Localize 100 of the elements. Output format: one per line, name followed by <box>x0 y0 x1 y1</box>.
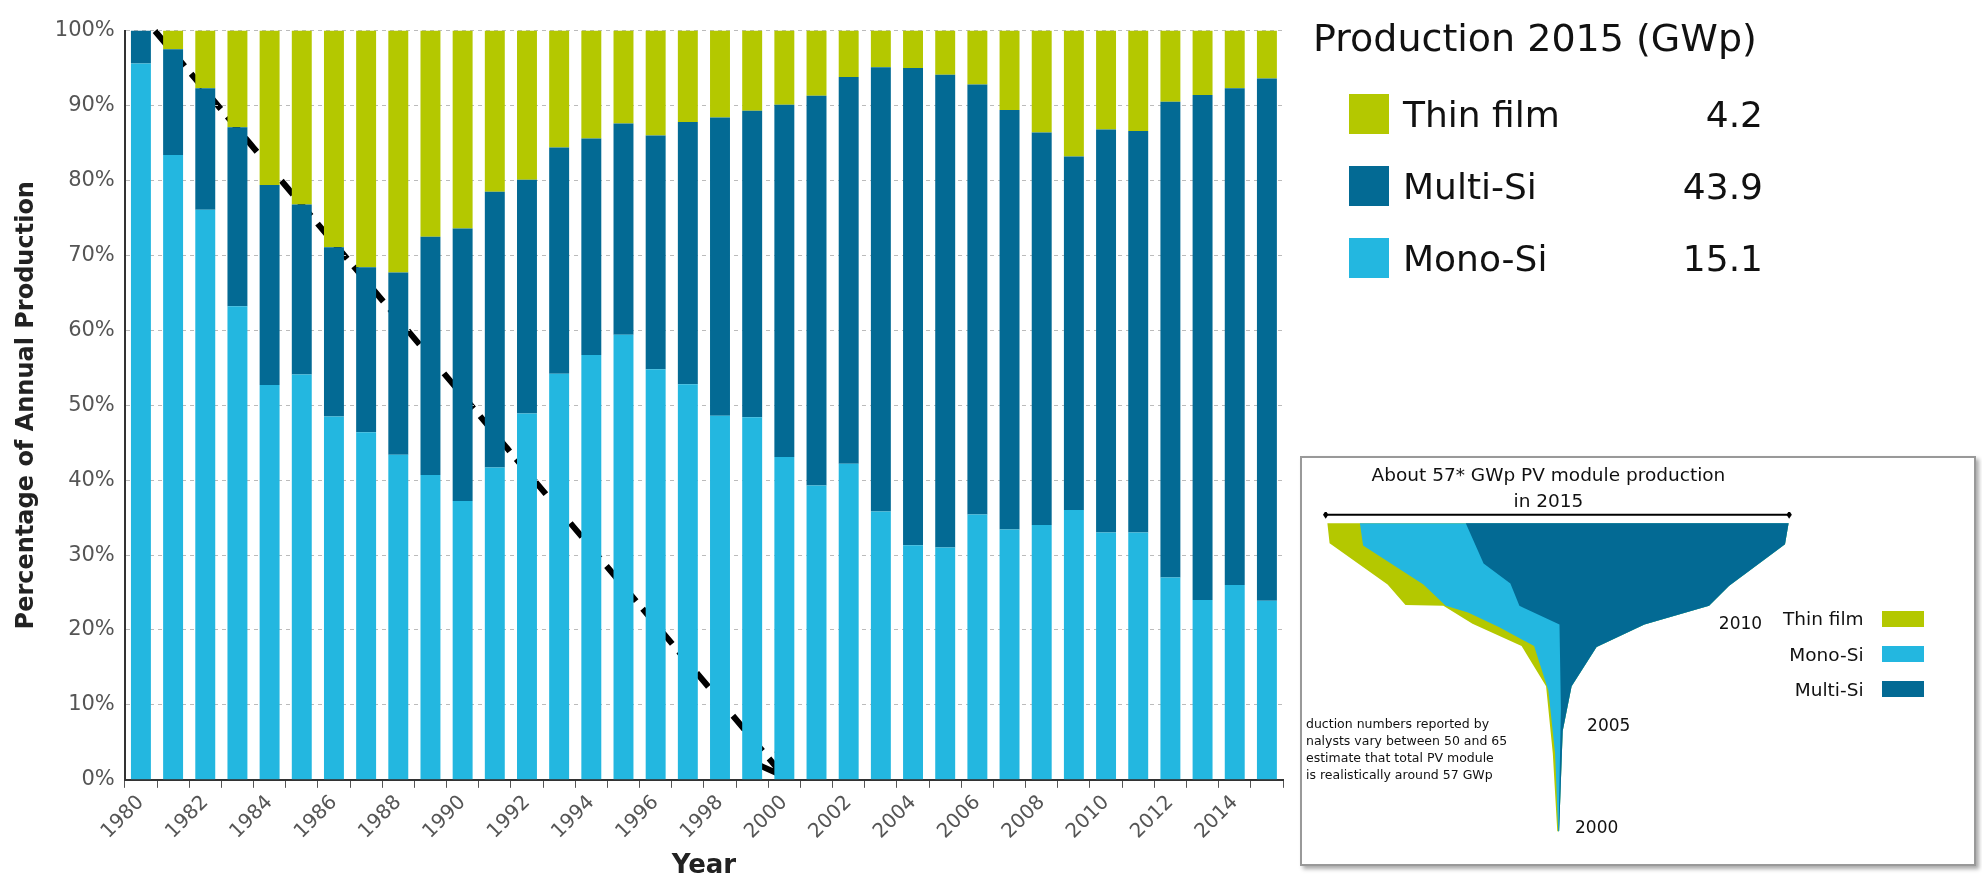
y-tick-label: 60% <box>68 316 115 341</box>
bar <box>870 30 891 68</box>
bar <box>195 209 216 780</box>
bar <box>935 547 956 780</box>
bar <box>130 63 151 780</box>
bar <box>227 127 248 307</box>
bar <box>163 154 184 780</box>
bar <box>967 84 988 515</box>
bar <box>806 95 827 486</box>
y-tick-label: 100% <box>54 17 115 42</box>
bar <box>1063 30 1084 157</box>
bar <box>1096 532 1117 780</box>
bar <box>645 30 666 136</box>
bar <box>452 228 473 502</box>
text: 4.2 <box>1704 93 1763 135</box>
y-tick-label: 90% <box>68 91 115 116</box>
bar <box>710 117 730 416</box>
bar <box>484 191 505 468</box>
bar <box>903 545 923 780</box>
bar <box>484 30 505 192</box>
y-tick-label: 10% <box>68 691 115 716</box>
bar <box>645 135 666 370</box>
legend-label: Thin film <box>1403 93 1561 135</box>
bar <box>549 373 570 780</box>
bar <box>1128 532 1149 780</box>
bar <box>1063 156 1084 511</box>
bar <box>549 147 570 374</box>
category-label: Mono-Si <box>1789 643 1864 665</box>
category-label: Multi-Si <box>1794 678 1864 700</box>
bar <box>774 456 795 780</box>
bar <box>259 184 280 385</box>
bar <box>291 374 312 780</box>
bar <box>1192 95 1213 601</box>
bar <box>806 30 827 96</box>
bar <box>291 30 312 205</box>
text: 15.1 <box>1681 237 1763 279</box>
bar <box>903 68 923 546</box>
bar <box>935 74 956 548</box>
bar <box>645 369 666 780</box>
bar <box>1031 525 1052 780</box>
bar <box>774 104 795 457</box>
bar <box>1192 600 1213 780</box>
y-tick-label: 0% <box>81 766 115 791</box>
bar <box>1128 131 1149 533</box>
bar <box>517 30 537 180</box>
bar <box>549 30 570 148</box>
bar <box>227 306 248 780</box>
bar <box>1256 78 1277 601</box>
bar <box>613 334 634 780</box>
text: 43.9 <box>1681 165 1763 207</box>
bar <box>1160 30 1181 102</box>
bar <box>1160 577 1181 780</box>
bar <box>130 30 151 64</box>
legend-label: Mono-Si <box>1403 237 1549 279</box>
bar <box>388 30 409 273</box>
bar <box>838 463 859 780</box>
bar <box>1128 30 1149 131</box>
bar <box>742 110 763 418</box>
bar <box>581 30 602 139</box>
bar <box>903 30 923 69</box>
bar <box>420 30 441 237</box>
bar <box>999 110 1020 530</box>
bar <box>1031 132 1052 526</box>
bar <box>420 236 441 475</box>
bar <box>227 30 248 128</box>
bar <box>388 454 409 780</box>
bar <box>323 247 344 417</box>
text: duction numbers reported by nalysts vary between 50 and 65 estimate that total PV module is realistically around 57 GWp <box>1306 714 1508 783</box>
bar <box>517 179 537 414</box>
bar <box>838 77 859 464</box>
x-axis-title: Year <box>670 849 737 880</box>
bar <box>838 30 859 78</box>
legend-title: Production 2015 (GWp) <box>1313 16 1758 60</box>
bar <box>452 30 473 229</box>
y-tick-label: 40% <box>68 466 115 491</box>
text: 2010 <box>1717 613 1764 634</box>
bar <box>356 267 377 433</box>
bar <box>677 30 698 123</box>
y-tick-label: 70% <box>68 241 115 266</box>
bar <box>1224 88 1245 586</box>
bar <box>163 30 184 50</box>
bar <box>323 416 344 780</box>
bar <box>1096 129 1117 533</box>
bar <box>999 529 1020 780</box>
bar <box>1192 30 1213 96</box>
bar <box>1256 600 1277 780</box>
bar <box>452 501 473 780</box>
bar <box>774 30 795 105</box>
bar <box>1031 30 1052 133</box>
bar <box>677 122 698 385</box>
bar <box>806 485 827 780</box>
bar <box>484 467 505 780</box>
bar <box>1256 30 1277 79</box>
bar <box>742 30 763 111</box>
bar <box>1096 30 1117 130</box>
bar <box>1160 101 1181 578</box>
bar <box>613 123 634 335</box>
bar <box>195 30 216 89</box>
bar <box>613 30 634 124</box>
text: About 57* GWp PV module production in 2015 <box>1370 462 1727 513</box>
